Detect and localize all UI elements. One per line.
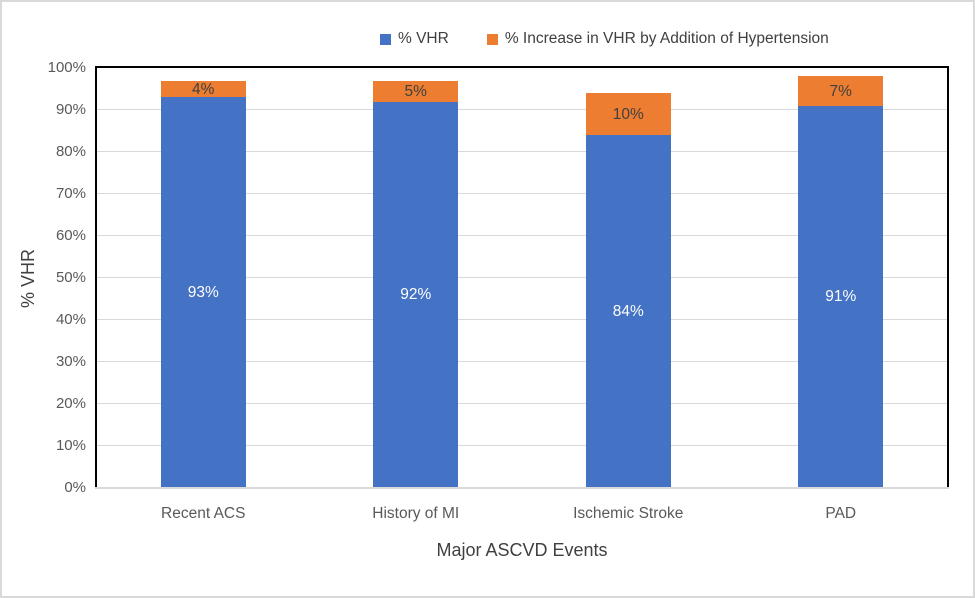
bar-history-of-mi: 5% 92% <box>373 80 459 488</box>
data-label: 4% <box>192 80 215 98</box>
y-tick-label-60pct: 60% <box>55 227 86 244</box>
bar-segment-%-increase-in-vhr-by: 10% <box>585 93 671 136</box>
x-category-label-ischemic-stroke: Ischemic Stroke <box>573 505 684 522</box>
y-tick-label-50pct: 50% <box>55 269 86 286</box>
x-category-label-recent-acs: Recent ACS <box>161 505 246 522</box>
bar-segment-%-vhr: 92% <box>373 101 459 488</box>
x-category-label-history-of-mi: History of MI <box>372 505 460 522</box>
bar-segment-%-vhr: 93% <box>160 97 246 488</box>
data-label: 93% <box>187 284 219 302</box>
plot-area: 4% 93% 5% 92% 10% 84% 7% 91% <box>97 68 947 488</box>
x-category-label-pad: PAD <box>825 505 857 522</box>
y-tick-label-0pct: 0% <box>64 479 86 496</box>
bar-segment-%-increase-in-vhr-by: 4% <box>160 80 246 98</box>
legend-label: % VHR <box>398 30 449 47</box>
y-tick-label-20pct: 20% <box>55 395 86 412</box>
gridline-90pct <box>97 109 947 110</box>
y-tick-label-90pct: 90% <box>55 101 86 118</box>
data-label: 84% <box>612 303 644 321</box>
data-label: 10% <box>612 105 644 123</box>
chart-legend: % VHR % Increase in VHR by Addition of Hy… <box>380 30 829 48</box>
gridline-50pct <box>97 277 947 278</box>
x-axis-title: Major ASCVD Events <box>436 540 608 560</box>
gridline-80pct <box>97 151 947 152</box>
gridline-70pct <box>97 193 947 194</box>
bar-segment-%-vhr: 84% <box>585 135 671 488</box>
y-tick-label-70pct: 70% <box>55 185 86 202</box>
legend-swatch-icon <box>380 33 391 45</box>
gridline-20pct <box>97 403 947 404</box>
bar-pad: 7% 91% <box>798 76 884 488</box>
data-label: 7% <box>829 82 852 100</box>
bar-segment-%-increase-in-vhr-by: 5% <box>373 80 459 102</box>
bar-recent-acs: 4% 93% <box>160 80 246 488</box>
y-tick-label-40pct: 40% <box>55 311 86 328</box>
legend-label: % Increase in VHR by Addition of Hyperte… <box>504 30 829 47</box>
data-label: 92% <box>400 286 432 304</box>
gridline-60pct <box>97 235 947 236</box>
y-tick-label-10pct: 10% <box>55 437 86 454</box>
gridline-10pct <box>97 445 947 446</box>
data-label: 5% <box>404 82 427 100</box>
legend-swatch-icon <box>486 33 498 45</box>
bar-segment-%-increase-in-vhr-by: 7% <box>798 76 884 106</box>
y-axis-title: % VHR <box>16 68 40 488</box>
gridline-30pct <box>97 361 947 362</box>
bar-ischemic-stroke: 10% 84% <box>585 93 671 488</box>
y-axis-title-text: % VHR <box>17 248 38 308</box>
data-label: 91% <box>825 288 857 306</box>
gridline-40pct <box>97 319 947 320</box>
y-tick-label-100pct: 100% <box>47 59 86 76</box>
legend-entry-1: % Increase in VHR by Addition of Hyperte… <box>486 30 829 48</box>
y-tick-label-30pct: 30% <box>55 353 86 370</box>
legend-entry-0: % VHR <box>380 30 449 48</box>
bar-segment-%-vhr: 91% <box>798 105 884 488</box>
y-tick-label-80pct: 80% <box>55 143 86 160</box>
